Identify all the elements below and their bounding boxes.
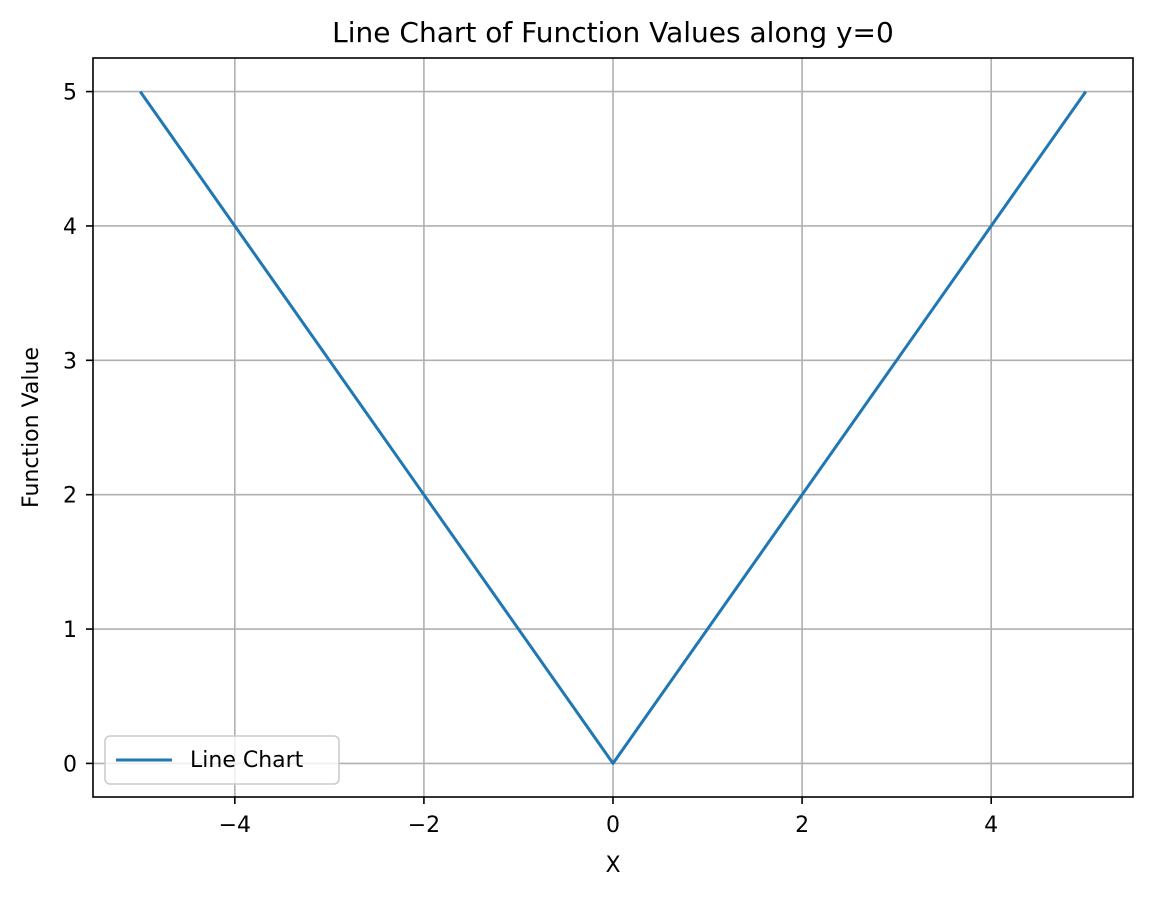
x-axis-label: X — [605, 853, 620, 878]
y-tick-label: 1 — [63, 618, 77, 643]
series-line — [139, 90, 1087, 765]
legend: Line Chart — [104, 735, 340, 785]
chart-title: Line Chart of Function Values along y=0 — [332, 16, 894, 49]
x-tick-label: 4 — [984, 813, 998, 838]
x-tick-label: −2 — [408, 813, 440, 838]
ticks: −4 −2 0 2 4 0 1 2 3 4 5 — [63, 81, 998, 838]
x-tick-label: 2 — [795, 813, 809, 838]
y-tick-label: 5 — [63, 81, 77, 106]
x-tick-label: −4 — [219, 813, 251, 838]
series-layer — [139, 90, 1087, 765]
grid — [93, 58, 1133, 797]
legend-label: Line Chart — [190, 748, 304, 773]
legend-box — [104, 735, 340, 785]
y-tick-label: 4 — [63, 215, 77, 240]
y-tick-label: 3 — [63, 349, 77, 374]
y-tick-label: 2 — [63, 484, 77, 509]
x-tick-label: 0 — [606, 813, 620, 838]
y-tick-label: 0 — [63, 752, 77, 777]
y-axis-label: Function Value — [19, 347, 44, 508]
